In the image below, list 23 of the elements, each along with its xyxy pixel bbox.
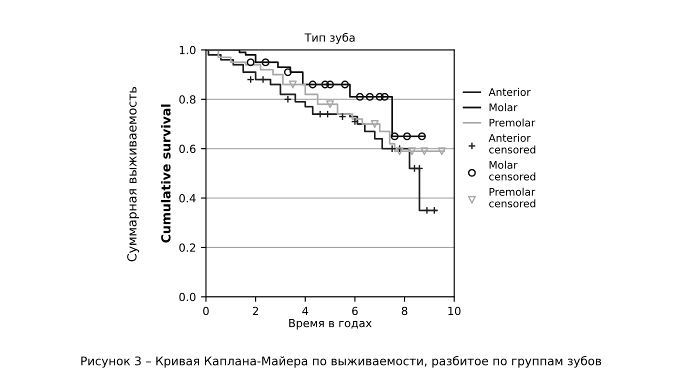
y-tick-label: 0.2	[179, 243, 196, 252]
legend-label: Premolar censored	[489, 188, 536, 208]
y-tick-label: 0.8	[179, 95, 196, 104]
y-tick-label: 0.0	[179, 292, 196, 302]
x-tick-label: 6	[352, 306, 358, 316]
x-tick-label: 2	[252, 306, 258, 315]
legend-label: Anterior	[488, 88, 531, 96]
y-tick-label: 1.0	[180, 46, 196, 54]
legend-label: Molar censored	[489, 160, 536, 180]
legend-label: Premolar	[490, 118, 536, 127]
y-tick-label: 0.6	[179, 144, 196, 154]
text: Суммарная выживаемость	[127, 86, 140, 262]
legend-label: Anterior censored	[488, 134, 536, 154]
x-tick-label: 10	[448, 306, 461, 316]
x-tick-label: 8	[402, 306, 408, 316]
chart-title: Тип зуба	[304, 32, 355, 44]
x-tick-label: 0	[203, 306, 209, 316]
x-axis-title: Время в годах	[289, 319, 372, 330]
y-tick-label: 0.4	[179, 194, 196, 202]
text: Рисунок 3 – Кривая Каплана-Майера по выживаемости, разбитое по группам зубов	[81, 356, 602, 368]
x-tick-label: 4	[302, 306, 308, 315]
y-axis-title: Cumulative survival	[160, 104, 171, 243]
legend-label: Molar	[490, 103, 518, 112]
